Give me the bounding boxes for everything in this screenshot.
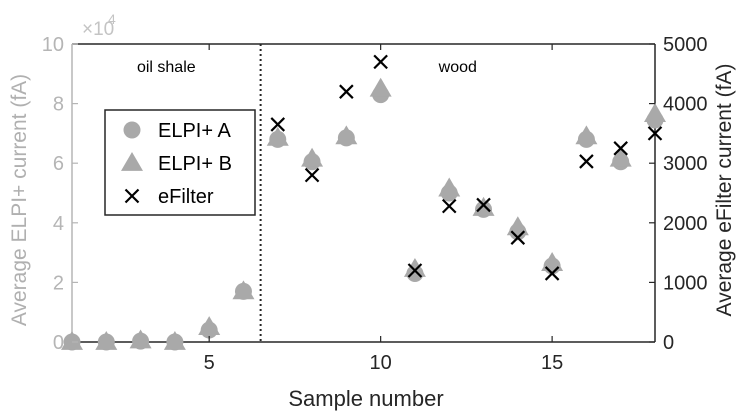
data-point xyxy=(95,331,118,350)
data-point xyxy=(647,126,663,141)
x-axis-label: Sample number xyxy=(288,386,443,411)
data-point xyxy=(644,103,666,122)
exponent-base: ×10 xyxy=(82,19,114,40)
x-marker-stroke xyxy=(647,126,663,141)
data-point xyxy=(301,147,324,167)
data-points xyxy=(61,54,666,351)
legend-label: ELPI+ A xyxy=(158,120,231,142)
legend-item: ELPI+ A xyxy=(123,120,231,142)
y-right-tick-label: 0 xyxy=(663,332,674,354)
legend-label: eFilter xyxy=(158,186,214,208)
x-marker-stroke xyxy=(124,188,140,204)
data-point xyxy=(544,266,560,281)
y-right-tick-label: 4000 xyxy=(663,94,708,116)
x-marker-stroke xyxy=(339,84,354,99)
x-tick-label: 15 xyxy=(541,352,563,374)
x-marker-stroke xyxy=(304,167,320,183)
y-left-tick-label: 4 xyxy=(53,213,64,235)
data-point xyxy=(339,84,354,99)
x-marker-stroke xyxy=(613,141,628,156)
series-efilter xyxy=(270,54,663,281)
x-axis: 5 10 15 xyxy=(204,44,563,374)
x-marker-stroke xyxy=(544,266,560,281)
data-point xyxy=(163,331,186,350)
y-axis-left-label: Average ELPI+ current (fA) xyxy=(8,74,31,326)
y-right-tick-label: 5000 xyxy=(663,34,708,56)
y-left-tick-label: 6 xyxy=(53,153,64,175)
x-marker-stroke xyxy=(373,54,388,70)
data-point xyxy=(575,125,598,145)
data-point xyxy=(403,257,426,277)
data-point xyxy=(476,197,491,213)
data-point xyxy=(609,147,632,167)
data-point xyxy=(510,230,526,245)
y-axis-left: 0 2 4 6 8 10 xyxy=(42,34,78,354)
x-marker-stroke xyxy=(270,117,286,132)
x-tick-label: 10 xyxy=(370,352,392,374)
data-point xyxy=(270,117,286,132)
data-point xyxy=(232,280,255,300)
data-point xyxy=(506,216,529,236)
y-left-tick-label: 10 xyxy=(42,34,64,56)
data-point xyxy=(541,252,564,271)
data-point xyxy=(407,263,423,278)
data-point xyxy=(438,177,461,197)
y-axis-right: 0 1000 2000 3000 4000 5000 xyxy=(649,34,708,354)
x-marker-stroke xyxy=(510,230,526,245)
data-point xyxy=(369,77,392,97)
legend-label: ELPI+ B xyxy=(158,153,232,175)
x-marker-stroke xyxy=(407,263,423,278)
x-tick-label: 5 xyxy=(204,352,215,374)
data-point xyxy=(441,198,457,214)
data-point xyxy=(61,331,83,350)
legend-marker xyxy=(123,121,141,139)
legend: ELPI+ A ELPI+ B eFilter xyxy=(104,109,256,216)
y-right-tick-label: 1000 xyxy=(663,272,708,294)
legend-item: ELPI+ B xyxy=(121,152,232,175)
left-axis-exponent: ×10 4 xyxy=(82,11,116,40)
data-point xyxy=(613,141,628,156)
legend-item: eFilter xyxy=(124,186,214,208)
data-point xyxy=(579,154,594,169)
data-point xyxy=(266,126,289,146)
y-left-tick-label: 2 xyxy=(53,272,64,294)
x-marker-stroke xyxy=(441,198,457,214)
y-right-tick-label: 2000 xyxy=(663,213,708,235)
exponent-power: 4 xyxy=(108,11,116,27)
legend-marker xyxy=(121,152,143,171)
data-point xyxy=(373,54,388,70)
data-point xyxy=(335,125,358,145)
data-point xyxy=(198,316,221,336)
series-elpi-b xyxy=(61,77,666,350)
region-label: wood xyxy=(438,59,477,76)
y-left-tick-label: 0 xyxy=(53,332,64,354)
y-axis-right-label: Average eFilter current (fA) xyxy=(713,64,736,317)
y-right-tick-label: 3000 xyxy=(663,153,708,175)
legend-marker xyxy=(124,188,140,204)
data-point xyxy=(129,329,152,349)
x-marker-stroke xyxy=(476,197,491,213)
x-marker-stroke xyxy=(579,154,594,169)
data-point xyxy=(304,167,320,183)
region-labels: oil shale wood xyxy=(137,59,477,76)
y-left-tick-label: 8 xyxy=(53,94,64,116)
region-label: oil shale xyxy=(137,59,196,76)
